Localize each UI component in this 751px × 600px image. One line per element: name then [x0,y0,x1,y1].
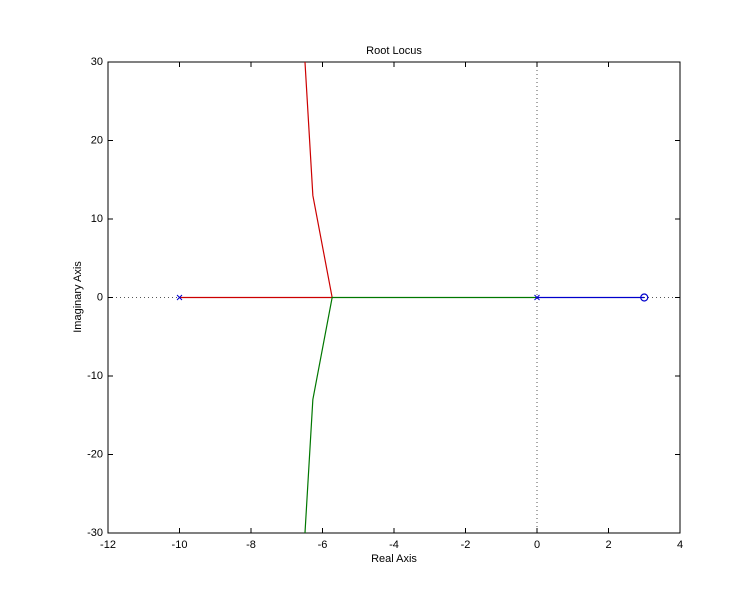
y-tick-label: -10 [87,370,103,382]
y-tick-label: 10 [91,213,103,225]
x-tick-label: -8 [246,539,256,551]
locus-line [179,61,333,299]
x-tick-label: -4 [389,539,399,551]
zero-marker [640,293,649,302]
x-tick-label: -2 [461,539,471,551]
x-tick-label: -10 [172,539,188,551]
chart-title: Root Locus [366,45,422,57]
y-axis-label: Imaginary Axis [72,261,84,333]
y-tick-label: -20 [87,448,103,460]
locus-line [304,296,537,534]
x-tick-label: -6 [318,539,328,551]
x-tick-label: 2 [605,539,611,551]
y-tick-label: 20 [91,134,103,146]
y-tick-label: 0 [97,291,103,303]
x-axis-label: Real Axis [371,553,417,565]
y-tick-label: -30 [87,527,103,539]
x-tick-label: -12 [100,539,116,551]
pole-marker [176,294,183,301]
x-tick-label: 0 [534,539,540,551]
x-tick-label: 4 [677,539,683,551]
y-tick-label: 30 [91,56,103,68]
pole-marker [534,294,540,301]
